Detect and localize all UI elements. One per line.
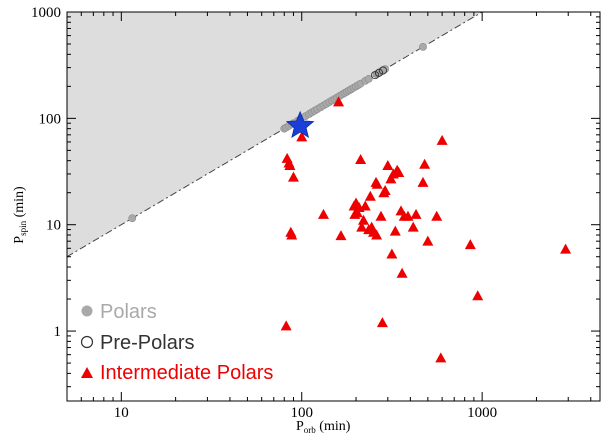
y-tick-label: 10 (46, 218, 61, 234)
intermediate-polar-point (402, 210, 414, 221)
intermediate-polar-point (371, 229, 383, 240)
shaded-region (67, 12, 600, 257)
intermediate-polar-point (280, 320, 292, 331)
intermediate-polar-point (364, 190, 376, 201)
y-axis-title: Pspin (min) (12, 186, 28, 244)
pre-polar-point (371, 71, 380, 80)
intermediate-polar-point (431, 210, 443, 221)
x-tick-label: 100 (290, 405, 313, 421)
plot-area (67, 12, 600, 363)
plot-frame (66, 11, 601, 402)
intermediate-polar-point (371, 178, 383, 189)
x-axis-title: Porb (min) (296, 419, 351, 435)
intermediate-polar-point (407, 221, 419, 232)
star-series (285, 110, 315, 139)
highlight-star-point (285, 110, 315, 139)
intermediate-polar-point (351, 207, 363, 218)
intermediate-polar-point (317, 208, 329, 219)
y-tick-label: 100 (39, 111, 62, 127)
legend-entry-polars: Polars (81, 301, 157, 323)
intermediate-polars-series (280, 96, 572, 363)
intermediate-polar-point (356, 221, 368, 232)
intermediate-polar-point (358, 214, 370, 225)
polar-point (419, 42, 427, 51)
x-tick-label: 10 (114, 405, 129, 421)
intermediate-polar-point (386, 248, 398, 259)
legend-marker-polars (81, 305, 93, 317)
intermediate-polar-point (359, 200, 371, 211)
intermediate-polar-point (284, 160, 296, 171)
intermediate-polar-point (389, 225, 401, 236)
legend: Polars Pre-Polars Intermediate Polars (80, 301, 273, 384)
pre-polar-point (374, 68, 384, 77)
legend-label-pre-polars: Pre-Polars (100, 332, 194, 354)
intermediate-polar-point (410, 208, 422, 219)
intermediate-polar-point (472, 290, 484, 301)
intermediate-polar-point (436, 134, 448, 145)
intermediate-polar-point (417, 176, 429, 187)
intermediate-polar-point (464, 239, 476, 250)
legend-marker-intermediate-polars (81, 367, 93, 378)
intermediate-polar-point (375, 210, 387, 221)
legend-entry-intermediate-polars: Intermediate Polars (81, 362, 273, 384)
intermediate-polar-point (419, 158, 431, 169)
intermediate-polar-point (335, 230, 347, 241)
intermediate-polar-point (376, 317, 388, 328)
y-tick-label: 1000 (31, 5, 61, 21)
polar-point (128, 214, 137, 223)
legend-label-intermediate-polars: Intermediate Polars (100, 362, 273, 384)
intermediate-polar-point (560, 243, 572, 254)
x-tick-label: 1000 (467, 405, 497, 421)
intermediate-polar-point (393, 166, 405, 177)
intermediate-polar-point (379, 184, 391, 195)
intermediate-polar-point (296, 131, 308, 142)
intermediate-polar-point (333, 96, 345, 107)
intermediate-polar-point (396, 267, 408, 278)
tick-labels: 10 100 1000 1 10 100 1000 (31, 5, 497, 421)
intermediate-polar-point (435, 352, 447, 363)
pre-polars-series (371, 66, 388, 80)
y-tick-label: 1 (54, 324, 62, 340)
intermediate-polar-point (355, 154, 367, 165)
legend-marker-pre-polars (80, 335, 94, 349)
pre-polar-point (378, 66, 388, 75)
intermediate-polar-point (286, 229, 298, 240)
polar-point (364, 74, 373, 83)
intermediate-polar-point (382, 160, 394, 171)
legend-entry-pre-polars: Pre-Polars (80, 332, 194, 354)
legend-label-polars: Polars (100, 301, 157, 323)
intermediate-polar-point (422, 235, 434, 246)
intermediate-polar-point (287, 171, 299, 182)
